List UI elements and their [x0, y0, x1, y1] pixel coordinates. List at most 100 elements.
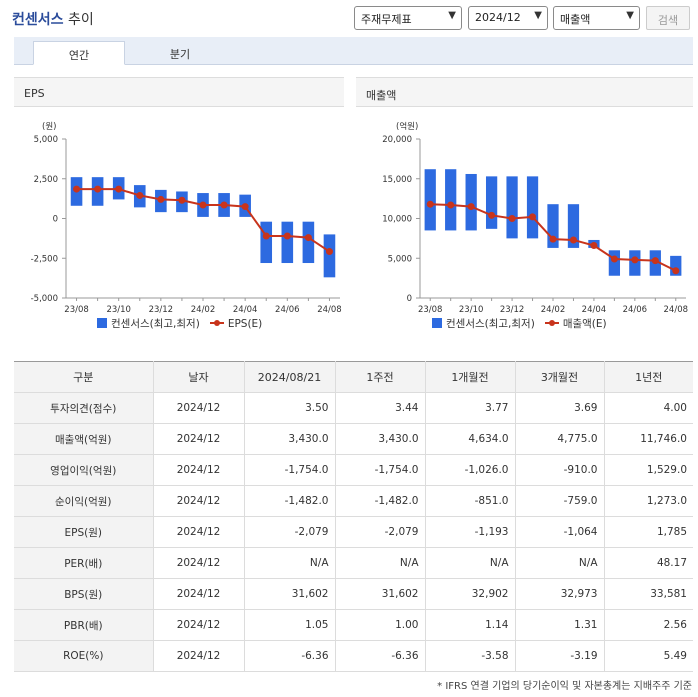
estimate-point [94, 185, 102, 193]
table-row: 영업이익(억원) 2024/12 -1,754.0 -1,754.0 -1,026.0-… [14, 454, 693, 486]
range-bar [281, 221, 294, 264]
row-value: 11,746.0 [603, 423, 693, 455]
row-label: 매출액(억원) [14, 423, 154, 455]
col-header-3month: 3개월전 [514, 361, 605, 393]
row-value: 1,529.0 [603, 454, 693, 486]
row-value: N/A [334, 547, 426, 579]
range-bar [445, 169, 457, 231]
table-body: 투자의견(점수) 2024/12 3.50 3.44 3.77 3.69 4.00 매출액(억… [14, 392, 693, 672]
estimate-point [590, 242, 598, 250]
row-value: 31,602 [334, 578, 426, 610]
y-tick-label: 0 [53, 215, 58, 225]
unit-label: (억원) [396, 121, 418, 132]
estimate-point [304, 234, 312, 242]
row-date: 2024/12 [152, 392, 245, 424]
x-tick-label: 24/06 [275, 305, 300, 315]
estimate-point [631, 256, 639, 264]
row-value: -1,026.0 [424, 454, 516, 486]
col-header-category: 구분 [14, 361, 154, 393]
row-value: -3.58 [424, 640, 516, 672]
y-tick-label: 5,000 [34, 135, 58, 145]
row-date: 2024/12 [152, 547, 245, 579]
range-bar [465, 173, 477, 231]
statement-select[interactable]: 주재무제표 ▼ [354, 6, 462, 30]
table-row: ROE(%) 2024/12 -6.36 -6.36 -3.58 -3.19 5.49 [14, 640, 693, 672]
estimate-point [178, 196, 186, 204]
row-value: 1.31 [514, 609, 605, 641]
row-value: 33,581 [603, 578, 693, 610]
sales-chart: 20,000 15,000 10,000 5,000 0 (억원) 23/08 23/10 23… [382, 121, 688, 315]
estimate-point [651, 257, 659, 265]
row-label: PER(배) [14, 547, 154, 579]
row-value: 1,273.0 [603, 485, 693, 517]
estimate-point [199, 201, 207, 209]
range-bar [506, 176, 518, 239]
eps-chart: 5,000 2,500 0 -2,500 -5,000 (원) 23/08 23/10 23/1… [31, 122, 342, 315]
range-bar [547, 204, 559, 248]
footnote: * IFRS 연결 기업의 당기순이익 및 자본총계는 지배주주 기준 [437, 681, 692, 692]
estimate-point [220, 201, 228, 209]
row-value: -6.36 [334, 640, 426, 672]
x-tick-label: 24/04 [582, 305, 607, 315]
eps-legend: 컨센서스(최고,최저) EPS(E) [97, 316, 262, 330]
row-label: 영업이익(억원) [14, 454, 154, 486]
legend-range-swatch [432, 318, 442, 328]
row-value: 4.00 [603, 392, 693, 424]
range-bar [302, 221, 315, 264]
x-tick-label: 23/12 [500, 305, 525, 315]
row-value: 3,430.0 [243, 423, 336, 455]
row-value: 3,430.0 [334, 423, 426, 455]
row-value: -910.0 [514, 454, 605, 486]
range-bar [670, 255, 682, 276]
col-header-1week: 1주전 [334, 361, 426, 393]
row-value: 1,785 [603, 516, 693, 548]
row-value: -851.0 [424, 485, 516, 517]
chevron-down-icon: ▼ [534, 10, 542, 21]
row-value: 5.49 [603, 640, 693, 672]
row-value: 3.77 [424, 392, 516, 424]
y-tick-label: -5,000 [31, 294, 58, 304]
page-title: 컨센서스 추이 [12, 9, 94, 29]
row-value: 1.05 [243, 609, 336, 641]
row-value: -3.19 [514, 640, 605, 672]
period-select[interactable]: 2024/12 ▼ [468, 6, 548, 30]
row-value: N/A [514, 547, 605, 579]
estimate-point [488, 211, 496, 219]
x-tick-label: 24/02 [191, 305, 216, 315]
y-tick-label: -2,500 [31, 254, 58, 264]
row-value: -2,079 [334, 516, 426, 548]
estimate-point [447, 201, 455, 209]
estimate-point [136, 191, 144, 199]
range-bar [323, 234, 336, 278]
metric-select[interactable]: 매출액 ▼ [553, 6, 640, 30]
row-value: 3.50 [243, 392, 336, 424]
x-tick-label: 24/06 [623, 305, 648, 315]
row-value: -1,482.0 [243, 485, 336, 517]
search-button[interactable]: 검색 [646, 6, 690, 30]
estimate-point [610, 255, 618, 263]
estimate-point [426, 200, 434, 208]
y-tick-label: 5,000 [388, 254, 412, 264]
range-bar [526, 176, 539, 239]
estimate-point [508, 215, 516, 222]
legend-line-swatch [209, 318, 224, 328]
x-tick-label: 23/10 [106, 305, 131, 315]
tab-quarterly[interactable]: 분기 [169, 48, 191, 61]
row-value: 2.56 [603, 609, 693, 641]
estimate-point [549, 235, 557, 243]
metric-select-value: 매출액 [560, 13, 591, 26]
row-value: 4,634.0 [424, 423, 516, 455]
estimate-point [73, 185, 81, 193]
row-value: 3.44 [334, 392, 426, 424]
legend-line-label: 매출액(E) [562, 318, 607, 330]
sales-legend: 컨센서스(최고,최저) 매출액(E) [432, 316, 607, 330]
estimate-point [241, 203, 249, 211]
tab-annual[interactable]: 연간 [33, 41, 125, 65]
row-value: 32,973 [514, 578, 605, 610]
row-value: N/A [243, 547, 336, 579]
row-date: 2024/12 [152, 609, 245, 641]
eps-chart-header: EPS [14, 77, 344, 107]
statement-select-value: 주재무제표 [361, 13, 412, 26]
row-value: 1.00 [334, 609, 426, 641]
row-label: EPS(원) [14, 516, 154, 548]
